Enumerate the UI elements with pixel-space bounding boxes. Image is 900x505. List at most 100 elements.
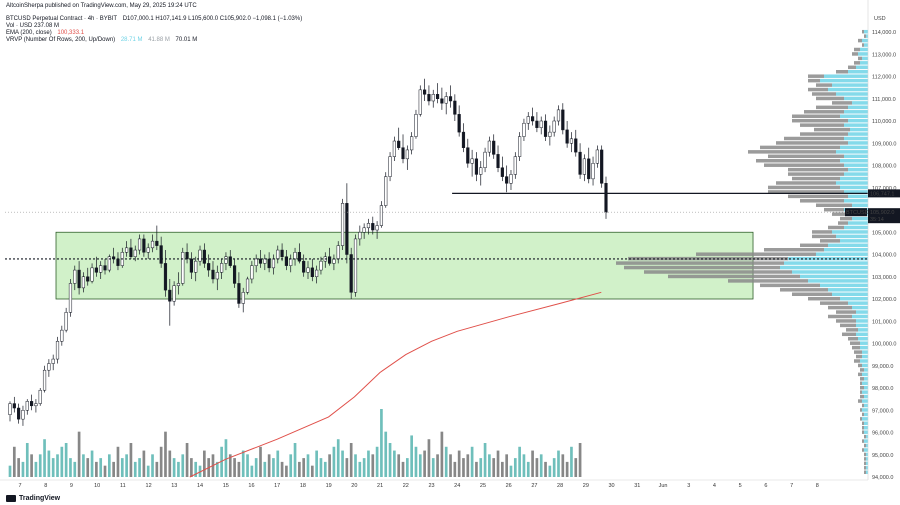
candle-bull <box>353 238 358 293</box>
volume-profile-up-bar <box>820 283 868 288</box>
price-axis[interactable]: USD 114,000.0 113,000.0 112,000.0 111,000.0 1… <box>845 0 900 481</box>
volume-profile-down-bar <box>644 270 792 274</box>
time-axis-label: 6 <box>764 483 767 489</box>
volume-profile-down-bar <box>862 43 864 47</box>
time-axis-label: 19 <box>326 483 332 489</box>
volume-profile-down-bar <box>668 274 800 279</box>
volume-profile-up-bar <box>824 248 868 252</box>
volume-profile-up-bar <box>866 34 868 38</box>
volume-profile-down-bar <box>860 385 864 390</box>
candle-bull <box>358 232 362 240</box>
time-axis-label: 8 <box>44 483 47 489</box>
volume-profile-down-bar <box>860 408 862 412</box>
volume-profile-down-bar <box>696 252 816 256</box>
volume-bar-down <box>298 461 301 477</box>
time-axis[interactable]: 7 8 9 10 11 12 13 14 15 16 17 18 19 20 21 22 23 24 25 26 27 2… <box>0 479 868 489</box>
volume-bar-up <box>375 446 379 477</box>
volume-profile-down-bar <box>848 337 858 341</box>
time-axis-label: 8 <box>816 483 819 489</box>
volume-profile-down-bar <box>860 377 864 381</box>
price-axis-label: 102,000.0 <box>872 297 896 303</box>
vrvp-legend[interactable]: VRVP (Number Of Rows, 200, Up/Down) 28.7… <box>6 37 201 44</box>
candle-bull <box>332 258 336 264</box>
symbol-title[interactable]: BTCUSD Perpetual Contract · 4h · BYBIT <box>6 16 118 22</box>
volume-bar-up <box>362 458 366 477</box>
volume-bar-down <box>453 461 457 477</box>
volume-profile-down-bar <box>820 239 840 243</box>
volume-bar-up <box>570 446 573 477</box>
volume-profile-down-bar <box>776 141 848 145</box>
volume-bar-down <box>77 431 81 477</box>
volume-profile-up-bar <box>832 83 868 87</box>
price-axis-label: 111,000.0 <box>872 97 896 103</box>
volume-bar-down <box>203 450 206 477</box>
volume-bar-up <box>220 446 223 477</box>
volume-profile-down-bar <box>864 434 866 439</box>
tradingview-logo-text: TradingView <box>19 495 61 502</box>
candle-bear <box>565 129 569 144</box>
volume-profile-up-bar <box>866 466 868 470</box>
volume-bar-up <box>263 461 267 477</box>
volume-bar-up <box>90 450 94 477</box>
candle-bear <box>345 203 349 255</box>
volume-profile-up-bar <box>844 154 868 159</box>
volume-bar-up <box>56 454 59 477</box>
candle-bull <box>289 258 293 266</box>
candle-bear <box>578 151 582 175</box>
volume-profile-up-bar <box>862 363 868 368</box>
volume-bar-down <box>574 458 578 477</box>
volume-profile-down-bar <box>812 230 832 234</box>
candle-bull <box>582 158 586 175</box>
volume-profile-up-bar <box>824 74 868 78</box>
volume-profile-down-bar <box>760 145 840 150</box>
volume-bar-down <box>285 465 288 477</box>
time-axis-label: 27 <box>531 483 537 489</box>
volume-profile-down-bar <box>832 101 852 105</box>
volume-profile-up-bar <box>840 114 868 118</box>
price-axis-label: 113,000.0 <box>872 52 896 58</box>
candle-bull <box>194 260 198 273</box>
volume-profile-up-bar <box>844 163 868 167</box>
volume-profile-down-bar <box>816 203 852 207</box>
candle-bull <box>215 272 219 280</box>
time-axis-label: 15 <box>223 483 229 489</box>
volume-profile-layer <box>616 29 868 474</box>
candle-bear <box>155 240 159 246</box>
volume-profile-up-bar <box>840 296 868 301</box>
candle-bull <box>133 249 137 257</box>
volume-profile-down-bar <box>800 243 828 248</box>
publisher-line: AltcoinSherpa published on TradingView.c… <box>6 3 197 9</box>
volume-profile-down-bar <box>760 283 820 288</box>
volume-profile-down-bar <box>864 34 866 38</box>
volume-profile-up-bar <box>848 118 868 123</box>
candle-bear <box>423 89 427 95</box>
volume-legend[interactable]: Vol · USD 237.08 M <box>6 23 60 29</box>
volume-profile-up-bar <box>848 70 868 74</box>
volume-bar-up <box>418 454 422 477</box>
annotation-lines-layer <box>5 192 868 260</box>
vrvp-down-value: 41.88 M <box>148 37 170 43</box>
volume-profile-up-bar <box>864 43 868 47</box>
candle-bear <box>500 167 504 177</box>
volume-bar-down <box>280 461 284 477</box>
candle-bear <box>267 258 271 269</box>
volume-profile-down-bar <box>862 439 864 443</box>
volume-bar-down <box>457 450 461 477</box>
volume-profile-down-bar <box>832 212 848 216</box>
volume-bar-up <box>38 454 42 477</box>
volume-bar-up <box>323 461 327 477</box>
time-axis-label: 5 <box>739 483 742 489</box>
volume-profile-up-bar <box>816 252 868 256</box>
volume-profile-up-bar <box>864 448 868 452</box>
time-axis-label: 21 <box>377 483 383 489</box>
volume-profile-up-bar <box>862 399 868 403</box>
volume-bar-up <box>522 454 526 477</box>
tradingview-logo[interactable]: TradingView <box>6 495 60 502</box>
time-axis-label: 29 <box>583 483 589 489</box>
ema-legend[interactable]: EMA (200, close) 100,333.1 <box>6 30 88 37</box>
candle-bull <box>198 249 202 262</box>
volume-bar-up <box>332 446 336 477</box>
volume-profile-down-bar <box>768 190 844 194</box>
candle-bear <box>163 263 168 291</box>
